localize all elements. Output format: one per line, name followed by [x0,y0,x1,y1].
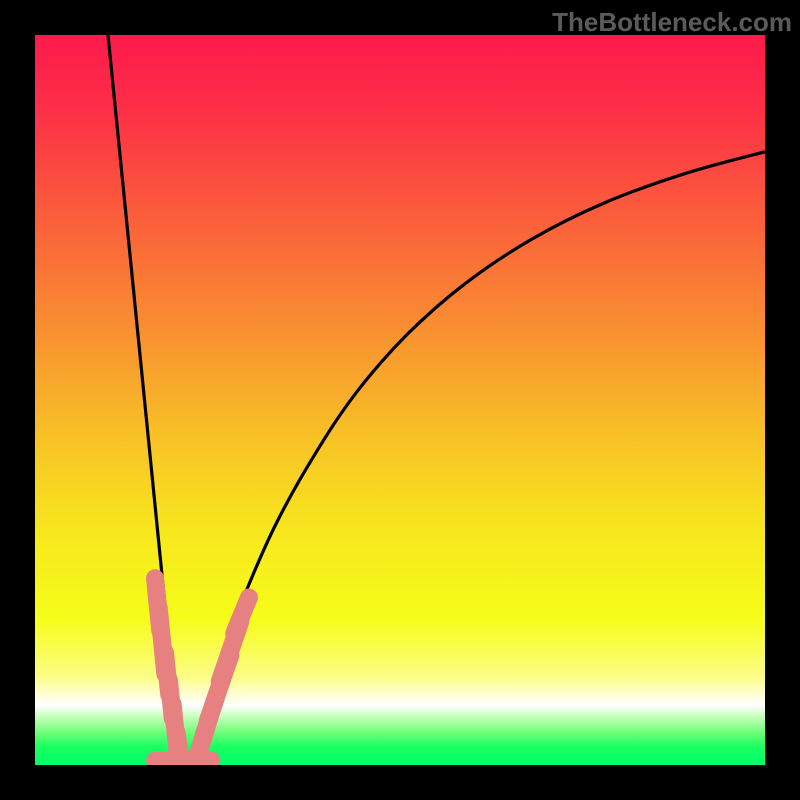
bottleneck-chart [0,0,800,800]
curve-right-branch [183,152,765,765]
watermark-text: TheBottleneck.com [552,7,792,38]
chart-container: TheBottleneck.com [0,0,800,800]
